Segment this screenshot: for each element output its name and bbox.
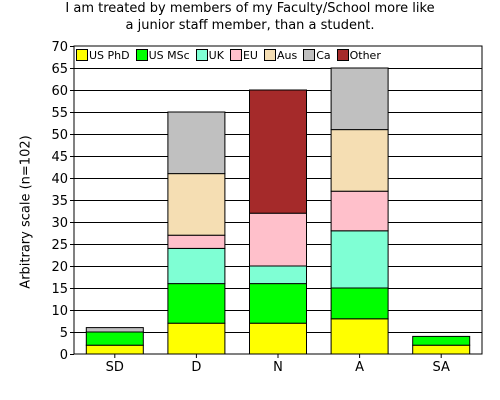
bar-stack-n [249,89,307,355]
legend-label: US MSc [148,48,190,62]
y-tick-label: 15 [51,282,68,297]
y-tick-label: 40 [51,172,68,187]
bar-segment-ca [167,111,226,175]
bar-stack-sd [85,327,144,355]
bars-group [85,67,471,355]
bar-segment-ca [85,327,144,333]
legend-label: UK [208,48,224,62]
legend-swatch [76,49,88,61]
legend-swatch [303,49,316,61]
legend-item: EU [229,48,258,62]
bar-segment-eu [167,234,226,249]
chart-title-line-2: a junior staff member, than a student. [125,18,375,33]
x-tick-label: N [273,360,283,375]
y-tick-label: 0 [60,348,68,363]
y-tick-label: 45 [51,150,68,165]
bar-segment-uk [330,230,389,289]
bar-segment-eu [330,190,389,232]
legend-item: US PhD [76,49,130,62]
bar-segment-uk [249,265,307,285]
x-tick-label: D [191,360,201,375]
bar-segment-us-msc [167,283,226,324]
legend-item: Ca [303,48,331,62]
bar-segment-aus [330,129,389,192]
bar-segment-ca [330,67,389,131]
y-tick-label: 70 [51,40,68,55]
bar-segment-us-msc [412,335,471,346]
y-axis-ticks: 0 5 10 15 20 25 30 35 40 45 50 55 60 65 70 [51,40,74,363]
y-tick-label: 25 [51,238,68,253]
x-tick-label: SA [433,360,450,375]
legend-item: Other [336,48,381,62]
y-tick-label: 10 [51,304,68,319]
bar-stack-d [167,111,226,355]
legend-swatch [263,49,276,61]
bar-segment-aus [167,173,226,236]
bar-segment-us-phd [412,344,471,355]
legend-item: US MSc [135,48,190,62]
bar-segment-other [249,89,307,214]
bar-stack-a [330,67,389,355]
bar-stack-sa [412,335,471,355]
bar-segment-us-phd [167,322,226,355]
legend-label: Aus [276,48,298,62]
legend-label: Ca [316,48,331,62]
y-tick-label: 55 [51,106,68,121]
x-tick-label: SD [106,360,124,375]
bar-segment-us-phd [330,318,389,355]
legend-label: US PhD [89,48,130,62]
legend-swatch [195,49,208,61]
legend-item: UK [195,48,224,62]
bar-segment-us-msc [249,283,307,324]
y-tick-label: 35 [51,194,68,209]
legend-swatch [336,49,349,61]
bar-segment-us-phd [85,344,144,355]
y-tick-label: 65 [51,62,68,77]
bar-segment-eu [249,212,307,267]
legend-swatch [229,49,242,61]
legend-label: Other [349,48,381,62]
y-tick-label: 60 [51,84,68,99]
y-axis-label: Arbitrary scale (n=102) [18,135,34,289]
bar-segment-uk [167,247,226,285]
y-tick-label: 50 [51,128,68,143]
bar-segment-us-phd [249,322,307,355]
legend-item: Aus [263,48,298,62]
bar-segment-us-msc [85,331,144,346]
legend: US PhD US MSc UK EU Aus Ca Other [76,46,387,64]
legend-swatch [135,49,148,61]
y-tick-label: 5 [60,326,68,341]
y-tick-label: 20 [51,260,68,275]
x-axis-ticks: SD D N A SA [106,354,450,375]
y-tick-label: 30 [51,216,68,231]
x-tick-label: A [355,360,364,375]
chart-title-line-1: I am treated by members of my Faculty/Sc… [65,1,435,16]
legend-label: EU [242,48,258,62]
bar-segment-us-msc [330,287,389,320]
